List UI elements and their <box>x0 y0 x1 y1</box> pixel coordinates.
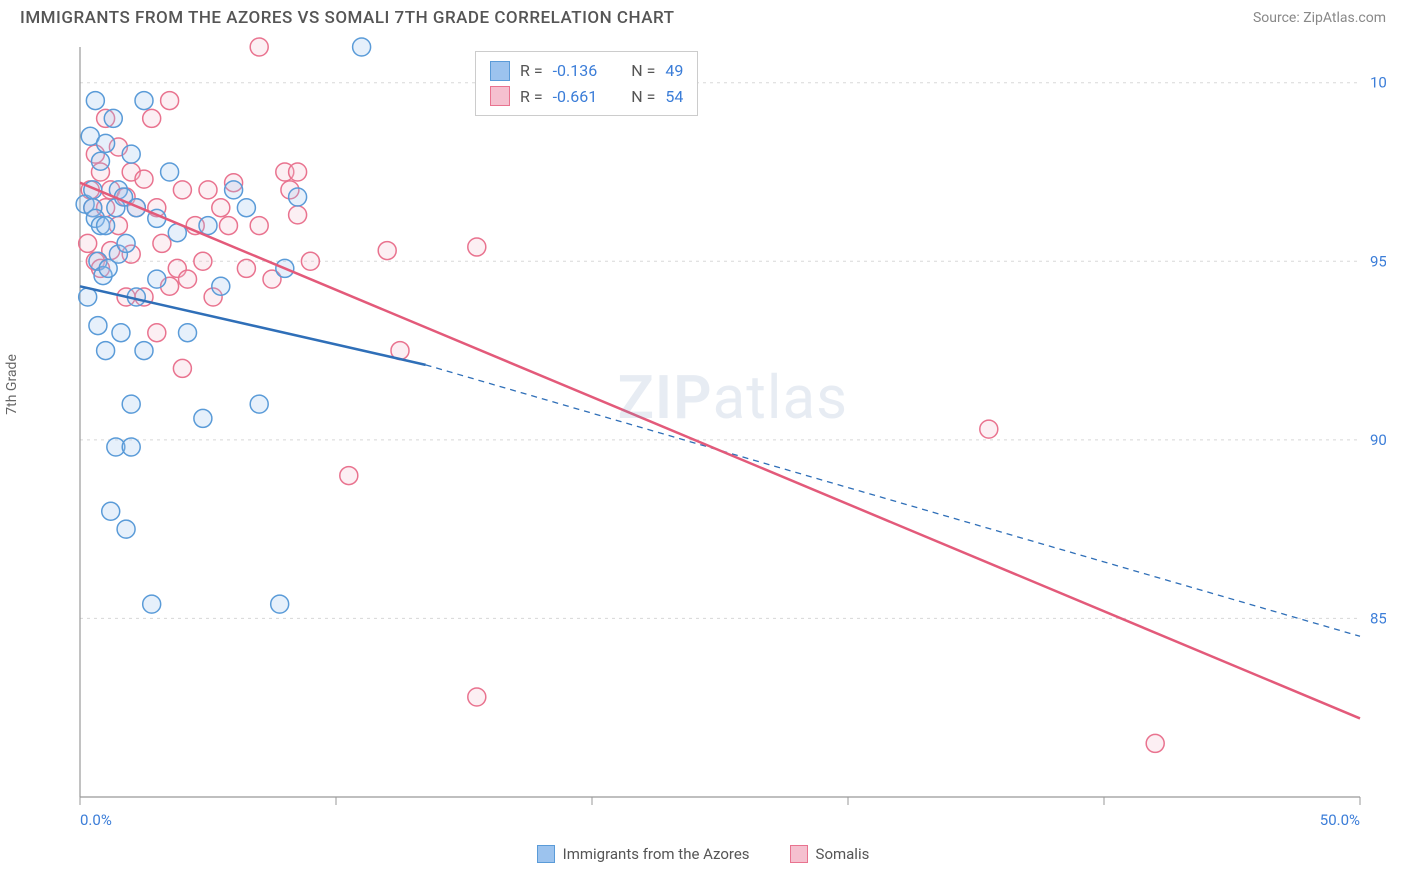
stats-legend-box: R = -0.136N = 49R = -0.661N = 54 <box>475 51 698 116</box>
legend-label: Immigrants from the Azores <box>563 845 750 863</box>
source-label: Source: ZipAtlas.com <box>1253 10 1386 26</box>
svg-text:0.0%: 0.0% <box>80 811 112 829</box>
legend-item-somalis: Somalis <box>790 845 870 863</box>
svg-text:90.0%: 90.0% <box>1370 431 1386 449</box>
scatter-chart: 85.0% 90.0% 95.0% 100.0% 0.0% 50.0% <box>20 37 1386 837</box>
chart-title: IMMIGRANTS FROM THE AZORES VS SOMALI 7TH… <box>20 8 674 28</box>
legend-item-azores: Immigrants from the Azores <box>537 845 750 863</box>
legend-swatch-icon <box>537 845 555 863</box>
y-axis-label: 7th Grade <box>4 354 20 415</box>
svg-text:100.0%: 100.0% <box>1370 74 1386 92</box>
chart-area: 7th Grade 85.0%90.0%95.0%100.0%0.0%50.0%… <box>20 37 1386 837</box>
svg-text:50.0%: 50.0% <box>1320 811 1360 829</box>
legend-label: Somalis <box>816 845 870 863</box>
bottom-legend: Immigrants from the Azores Somalis <box>0 845 1406 863</box>
legend-swatch-icon <box>790 845 808 863</box>
svg-text:85.0%: 85.0% <box>1370 609 1386 627</box>
svg-text:95.0%: 95.0% <box>1370 252 1386 270</box>
